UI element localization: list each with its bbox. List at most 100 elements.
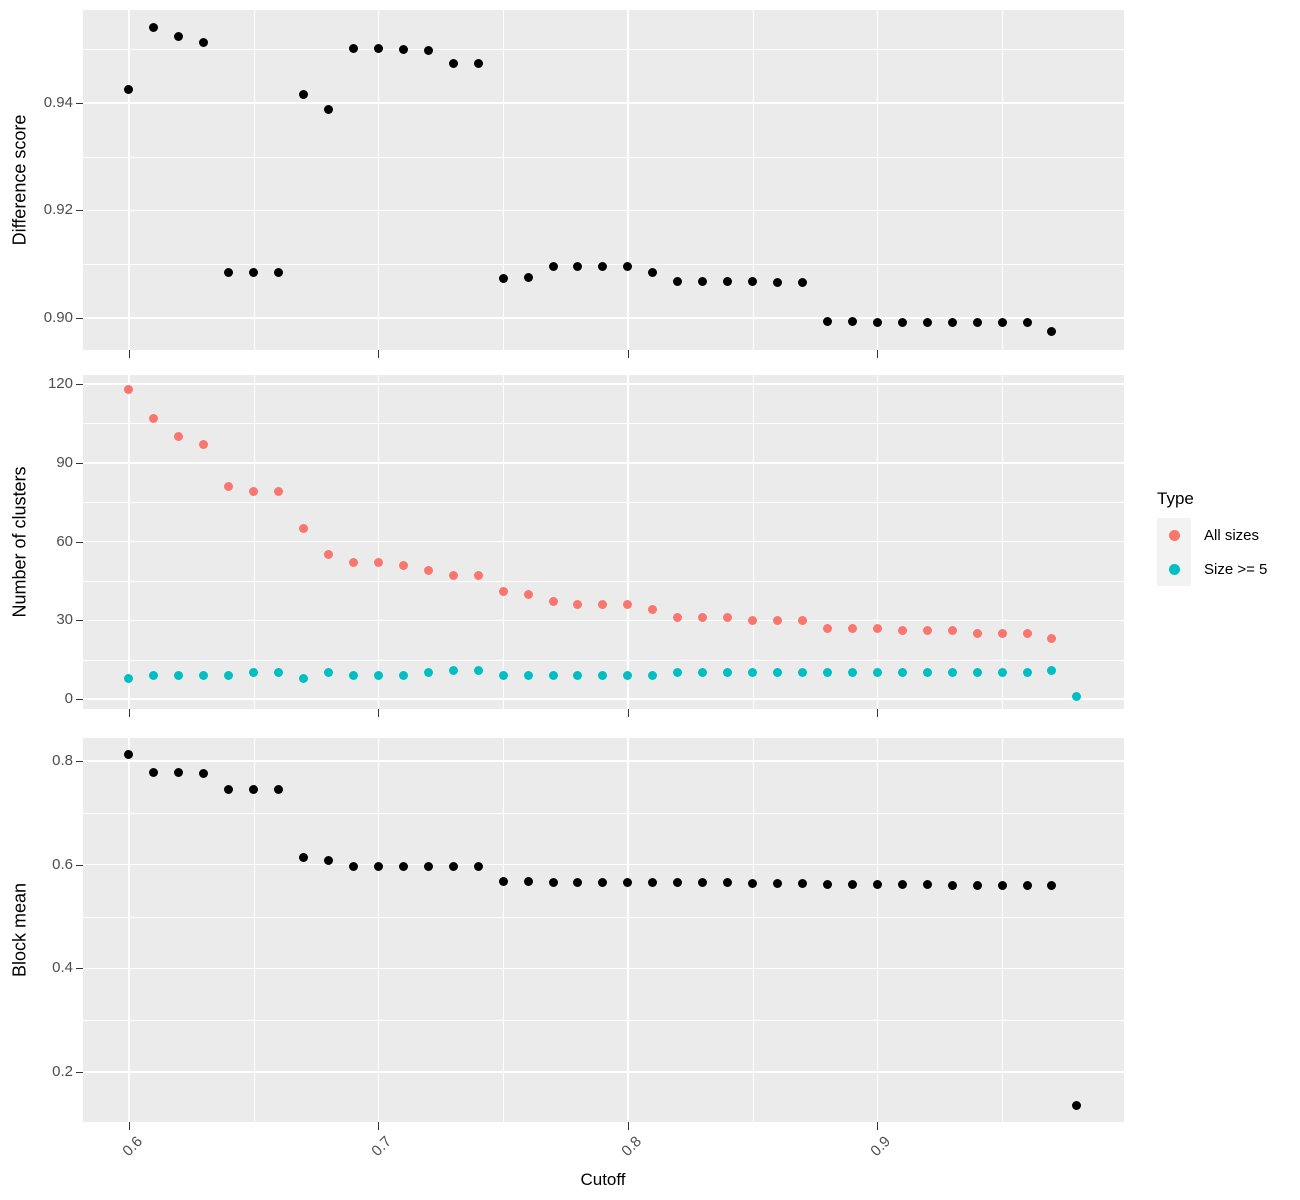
data-point (149, 670, 159, 680)
data-point (473, 862, 483, 872)
plot-panel (83, 738, 1124, 1122)
legend-item: All sizes (1157, 518, 1267, 552)
data-point (348, 861, 358, 871)
data-point (199, 670, 209, 680)
data-point (922, 626, 932, 636)
y-tick-label: 120 (47, 375, 73, 392)
data-point (324, 550, 333, 560)
data-point (174, 670, 184, 680)
data-point (897, 880, 907, 890)
data-point (299, 523, 308, 533)
data-point (473, 58, 483, 68)
y-tick-label: 0.92 (43, 201, 73, 219)
x-axis-title: Cutoff (580, 1170, 626, 1189)
x-axis-tick (128, 1122, 130, 1130)
y-axis-tick (76, 462, 83, 464)
gridline-minor (503, 10, 505, 350)
x-axis-tick (877, 1122, 879, 1130)
data-point (573, 600, 583, 609)
data-point (922, 317, 932, 327)
data-point (648, 605, 658, 615)
legend: Type All sizes Size >= 5 (1157, 489, 1267, 586)
data-point (748, 615, 758, 625)
data-point (822, 316, 832, 326)
data-point (124, 673, 134, 683)
data-point (149, 768, 159, 778)
legend-point-icon (1168, 529, 1180, 541)
data-point (373, 558, 383, 567)
data-point (972, 318, 982, 328)
gridline-major (83, 383, 1124, 385)
legend-item: Size >= 5 (1157, 552, 1267, 586)
data-point (423, 565, 433, 575)
data-point (373, 43, 383, 53)
data-point (822, 879, 832, 889)
y-axis-tick (76, 210, 83, 212)
y-tick-label: 0.90 (43, 308, 73, 326)
data-point (348, 558, 358, 567)
gridline-minor (503, 738, 505, 1122)
data-point (249, 267, 259, 277)
gridline-minor (1002, 738, 1003, 1122)
data-point (523, 876, 533, 886)
y-axis-tick (76, 102, 83, 104)
data-point (723, 613, 733, 623)
data-point (1072, 691, 1082, 701)
y-axis-title: Difference score (9, 114, 30, 246)
data-point (448, 58, 458, 68)
y-axis-tick (76, 1072, 83, 1073)
data-point (523, 589, 533, 599)
gridline-major (83, 540, 1124, 543)
data-point (274, 487, 284, 497)
data-point (1022, 628, 1032, 638)
data-point (947, 668, 957, 678)
gridline-major (627, 738, 629, 1122)
x-axis-tick (627, 1122, 629, 1130)
gridline-major (83, 462, 1124, 464)
data-point (872, 668, 882, 678)
data-point (773, 878, 782, 888)
gridline-minor (83, 916, 1124, 918)
data-point (922, 668, 932, 678)
y-tick-label: 0.94 (43, 93, 73, 111)
data-point (199, 439, 209, 449)
data-point (698, 878, 708, 888)
y-axis-tick (76, 699, 83, 700)
data-point (797, 879, 807, 889)
data-point (748, 277, 758, 287)
data-point (648, 670, 658, 680)
data-point (324, 855, 333, 865)
data-point (723, 878, 733, 888)
data-point (847, 623, 857, 633)
y-axis-title: Block mean (9, 882, 30, 978)
data-point (174, 768, 184, 778)
y-tick-label: 0 (64, 690, 73, 707)
data-point (897, 668, 907, 678)
y-tick-label: 90 (56, 453, 73, 471)
data-point (972, 880, 982, 890)
data-point (523, 272, 533, 282)
data-point (947, 880, 957, 890)
data-point (922, 880, 932, 890)
gridline-major (876, 10, 878, 350)
gridline-major (83, 760, 1124, 762)
y-tick-label: 60 (56, 532, 73, 550)
data-point (448, 665, 458, 675)
data-point (523, 670, 533, 680)
data-point (748, 878, 758, 888)
legend-point-icon (1168, 563, 1180, 575)
data-point (373, 861, 383, 871)
data-point (673, 878, 683, 888)
data-point (348, 43, 358, 53)
gridline-major (83, 863, 1124, 866)
data-point (124, 750, 134, 760)
data-point (623, 670, 633, 680)
gridline-major (128, 738, 130, 1122)
gridline-minor (83, 812, 1124, 814)
gridline-major (128, 10, 130, 350)
gridline-major (83, 967, 1124, 970)
gridline-major (627, 10, 629, 350)
data-point (822, 668, 832, 678)
data-point (598, 600, 608, 609)
data-point (174, 432, 184, 441)
